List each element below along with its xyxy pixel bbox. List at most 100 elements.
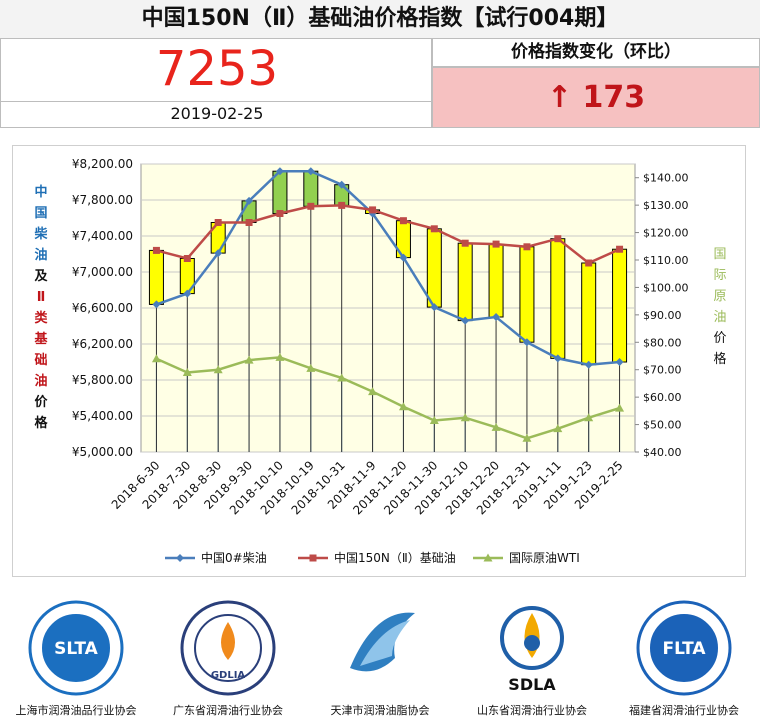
wti-point (491, 422, 501, 431)
wti-point (182, 367, 192, 376)
diesel-point (430, 303, 439, 312)
logo-caption: 天津市润滑油脂协会 (330, 704, 430, 717)
base-oil-point (399, 217, 407, 225)
left-axis-label-char: 类 (34, 310, 48, 326)
left-tick-label: ¥5,400.00 (72, 409, 133, 423)
svg-text:FLTA: FLTA (662, 639, 706, 659)
legend-marker (483, 553, 493, 562)
wti-point (275, 352, 285, 361)
wti-point (429, 415, 439, 424)
legend-label: 国际原油WTI (509, 551, 580, 565)
base-oil-point (307, 202, 315, 210)
right-tick-label: $80.00 (643, 336, 682, 349)
right-axis-label-char: 格 (713, 351, 726, 367)
association-logo: SDLA 山东省润滑油行业协会 (456, 596, 608, 722)
spread-bar (148, 249, 164, 305)
left-tick-label: ¥7,400.00 (72, 229, 133, 243)
index-value: 7253 (155, 41, 279, 97)
wti-point (522, 433, 532, 442)
spread-bar (303, 170, 319, 207)
base-oil-point (214, 219, 222, 226)
change-label: 价格指数变化（环比） (432, 38, 760, 67)
index-panel: 7253 2019-02-25 (0, 38, 433, 128)
base-oil-point (338, 201, 346, 209)
right-tick-label: $130.00 (643, 199, 689, 212)
chart-frame: ¥5,000.00 ¥5,400.00 ¥5,800.00 ¥6,200.00 ¥6,6… (12, 145, 746, 577)
association-logo: FLTA 福建省润滑油行业协会 (608, 596, 760, 722)
right-tick-label: $70.00 (643, 364, 682, 377)
left-tick-label: ¥8,200.00 (72, 157, 133, 171)
left-tick-label: ¥6,600.00 (72, 301, 133, 315)
diesel-point (245, 196, 254, 205)
spread-bar (457, 242, 473, 322)
left-tick-label: ¥6,200.00 (72, 337, 133, 351)
logo-caption: 广东省润滑油行业协会 (173, 704, 283, 717)
wti-point (368, 387, 378, 396)
left-axis-label-char: 及 (34, 269, 48, 284)
base-oil-point (461, 239, 469, 247)
left-axis-label-char: 础 (34, 352, 47, 368)
logo-caption: 山东省润滑油行业协会 (477, 704, 587, 717)
change-panel: ↑ 173 (432, 67, 760, 128)
logo-caption: 福建省润滑油行业协会 (629, 704, 739, 717)
right-axis-label-char: 油 (713, 310, 726, 325)
wti-line (155, 356, 620, 440)
diesel-line (156, 169, 620, 366)
logo-emblem: SDLA (500, 606, 564, 694)
right-tick-label: $140.00 (643, 172, 689, 185)
left-axis-label-char: 油 (34, 247, 47, 263)
wti-point (584, 413, 594, 422)
svg-text:GDLIA: GDLIA (211, 670, 246, 681)
association-logo: SLTA 上海市润滑油品行业协会 (0, 596, 152, 722)
diesel-point (152, 300, 161, 309)
left-axis-label-char: 格 (34, 415, 48, 431)
left-tick-label: ¥7,000.00 (72, 265, 133, 279)
diesel-point (553, 354, 562, 363)
left-axis-label-char: 基 (33, 331, 48, 347)
logo-emblem: SLTA (28, 600, 124, 696)
wti-point (244, 355, 254, 364)
diesel-point (183, 289, 192, 298)
legend-marker (309, 554, 317, 562)
logo-emblem (350, 612, 415, 672)
wti-point (151, 354, 161, 363)
base-oil-point (183, 255, 191, 262)
base-oil-point (492, 240, 500, 248)
right-axis-label-char: 国 (713, 247, 726, 262)
spread-bar (612, 248, 628, 363)
diesel-point (461, 316, 470, 325)
logo-emblem: FLTA (636, 600, 732, 696)
svg-text:SLTA: SLTA (54, 639, 99, 659)
diesel-point (337, 180, 346, 189)
diesel-point (584, 360, 593, 369)
left-axis-label-char: 柴 (33, 226, 48, 242)
left-axis-label-char: 中 (34, 184, 47, 200)
association-logo: 天津市润滑油脂协会 (304, 596, 456, 722)
spread-bar (488, 243, 504, 318)
up-arrow-icon: ↑ (546, 80, 573, 115)
right-tick-label: $120.00 (643, 227, 689, 240)
price-chart: ¥5,000.00 ¥5,400.00 ¥5,800.00 ¥6,200.00 ¥6,6… (33, 157, 726, 565)
base-oil-point (276, 210, 284, 217)
wti-point (337, 373, 347, 382)
wti-point (553, 424, 563, 433)
base-oil-point (554, 235, 562, 243)
spread-bar (581, 262, 597, 366)
legend-label: 中国0#柴油 (201, 550, 267, 565)
base-oil-line (156, 204, 621, 265)
legend-marker (176, 554, 184, 562)
base-oil-point (152, 246, 160, 254)
base-oil-point (430, 225, 438, 233)
left-axis-label-char: 油 (34, 373, 47, 389)
left-tick-label: ¥7,800.00 (72, 193, 133, 207)
right-tick-label: $40.00 (643, 446, 682, 459)
wti-point (460, 413, 470, 422)
right-tick-label: $90.00 (643, 309, 682, 322)
right-axis-label-char: 原 (713, 289, 726, 304)
left-tick-label: ¥5,800.00 (72, 373, 133, 387)
base-oil-point (523, 243, 531, 251)
index-date: 2019-02-25 (1, 101, 433, 126)
base-oil-point (245, 219, 253, 226)
diesel-point (214, 249, 223, 258)
base-oil-point (585, 259, 593, 267)
